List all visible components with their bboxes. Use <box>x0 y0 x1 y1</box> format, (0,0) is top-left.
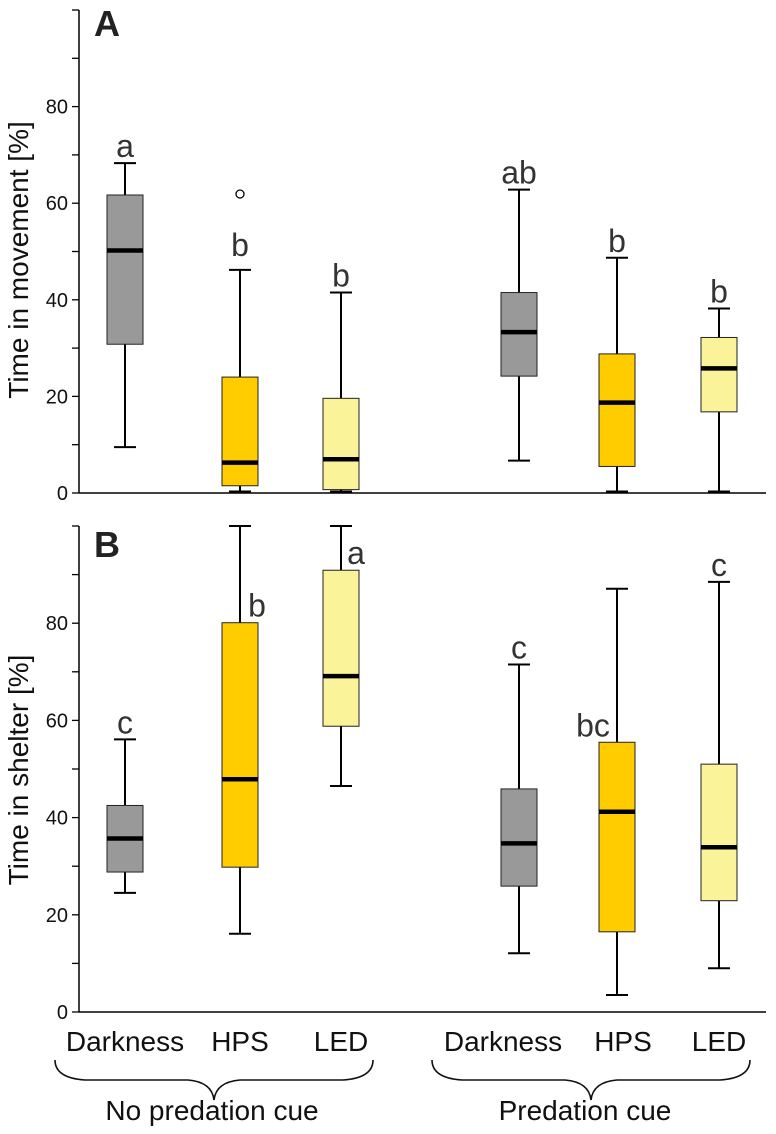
group-label-cue: Predation cue <box>499 1095 672 1126</box>
panel-a-boxes <box>106 162 738 493</box>
panel-a-axes: 0 20 40 60 80 <box>46 9 766 505</box>
panel-b-significance-letters: c b a c bc c <box>117 535 727 743</box>
panel-a-y-tick-label: 20 <box>46 386 68 408</box>
group-brace-no-cue <box>54 1059 374 1101</box>
panel-a-y-tick-label: 60 <box>46 193 68 215</box>
panel-b-boxes <box>106 525 738 996</box>
panel-a-led-cue-letter: b <box>710 273 728 309</box>
panel-a-led-no-cue-letter: b <box>332 258 350 294</box>
panel-a-darkness-no-cue-letter: a <box>116 128 134 164</box>
x-label-led-cue: LED <box>692 1026 746 1057</box>
panel-b-y-tick-label: 20 <box>46 905 68 927</box>
x-label-darkness-no-cue: Darkness <box>66 1026 184 1057</box>
panel-b-y-tick-label: 60 <box>46 710 68 732</box>
panel-a-hps-no-cue-outlier <box>235 189 245 199</box>
panel-a-hps-no-cue-letter: b <box>231 227 249 263</box>
panel-a-hps-cue-box <box>598 353 636 467</box>
panel-b-axes: 0 20 40 60 80 <box>46 525 766 1024</box>
panel-b-y-tick-label: 0 <box>57 1002 68 1024</box>
panel-a-y-axis-label: Time in movement [%] <box>3 121 34 398</box>
panel-a-darkness-no-cue-box <box>106 194 144 345</box>
panel-b-darkness-cue-letter: c <box>511 630 527 666</box>
panel-a-led-no-cue-box <box>322 397 360 491</box>
panel-b-darkness-cue-box <box>500 788 538 887</box>
panel-a-hps-cue-letter: b <box>608 223 626 259</box>
panel-a-y-tick-label: 0 <box>57 483 68 505</box>
panel-b-hps-cue-box <box>598 741 636 933</box>
panel-a-led-cue-box <box>700 336 738 413</box>
x-category-labels: Darkness HPS LED Darkness HPS LED <box>66 1026 746 1057</box>
panel-a-y-tick-label: 80 <box>46 97 68 119</box>
panel-b-led-no-cue-box <box>322 569 360 727</box>
panel-b-y-tick-label: 40 <box>46 808 68 830</box>
group-label-no-cue: No predation cue <box>105 1095 318 1126</box>
x-label-hps-no-cue: HPS <box>211 1026 269 1057</box>
panel-a-hps-no-cue-box <box>221 376 259 487</box>
panel-a-letter: A <box>94 3 120 44</box>
panel-b-hps-no-cue-box <box>221 622 259 868</box>
panel-b-led-cue-box <box>700 763 738 902</box>
panel-b-y-tick-label: 80 <box>46 613 68 635</box>
x-label-hps-cue: HPS <box>594 1026 652 1057</box>
panel-b-darkness-no-cue-letter: c <box>117 704 133 740</box>
panel-b: B Time in shelter [%] 0 20 40 60 80 c b a c bc c <box>3 524 766 1024</box>
panel-b-letter: B <box>94 524 120 565</box>
panel-b-led-cue-letter: c <box>711 547 727 583</box>
panel-b-hps-cue-letter: bc <box>576 707 610 743</box>
panel-a-y-tick-label: 40 <box>46 290 68 312</box>
panel-b-hps-no-cue-letter: b <box>248 588 266 624</box>
x-label-led-no-cue: LED <box>314 1026 368 1057</box>
x-label-darkness-cue: Darkness <box>444 1026 562 1057</box>
panel-a-darkness-cue-letter: ab <box>501 155 537 191</box>
panel-b-y-axis-label: Time in shelter [%] <box>3 655 34 886</box>
group-brace-cue <box>431 1059 751 1101</box>
panel-b-led-no-cue-letter: a <box>347 535 365 571</box>
